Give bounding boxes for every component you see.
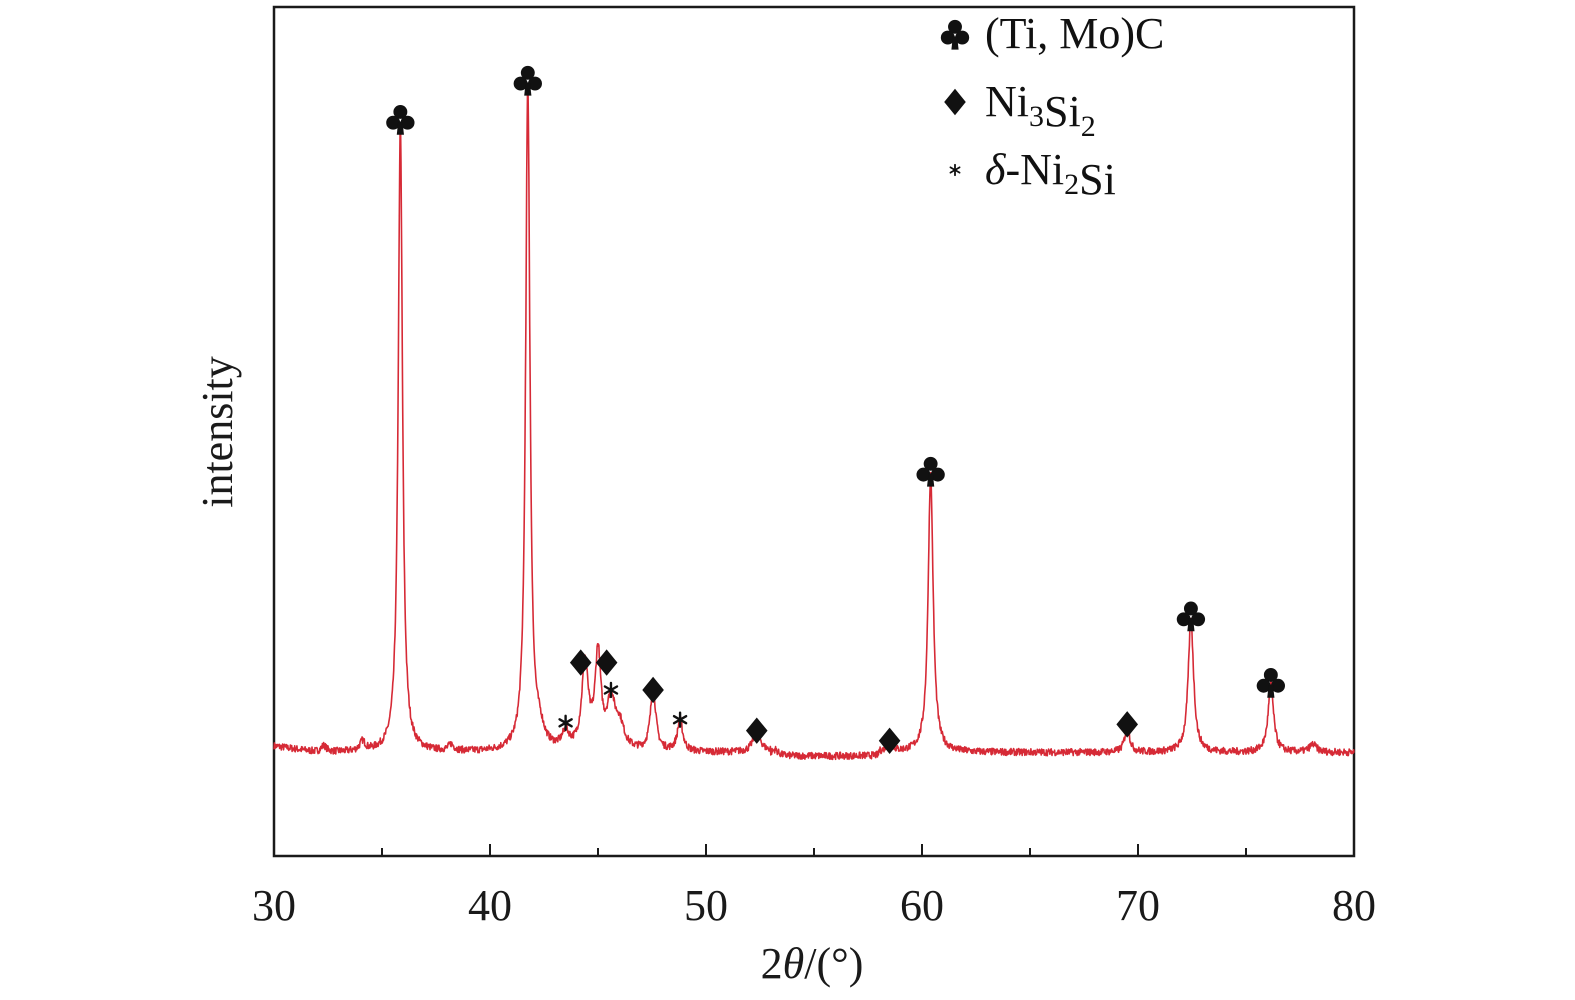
x-tick-label: 50 xyxy=(684,881,728,930)
legend-entry: Ni3Si2 xyxy=(985,77,1096,143)
legend-entry: δ-Ni2Si xyxy=(985,145,1116,204)
x-tick-label: 70 xyxy=(1116,881,1160,930)
x-axis-label: 2θ/(°) xyxy=(761,939,864,988)
x-tick-label: 80 xyxy=(1332,881,1376,930)
diamond-legend-icon xyxy=(944,88,966,116)
diamond-marker-icon xyxy=(1116,711,1138,738)
y-axis-label: intensity xyxy=(193,356,242,508)
diamond-marker-icon xyxy=(745,717,768,744)
x-axis-tick-labels: 30 40 50 60 70 80 xyxy=(252,881,1376,930)
x-tick-label: 40 xyxy=(468,881,512,930)
asterisk-legend-icon xyxy=(949,163,961,177)
diamond-marker-icon xyxy=(569,649,592,676)
diamond-marker-icon xyxy=(642,676,664,704)
x-tick-label: 60 xyxy=(900,881,944,930)
club-marker-icon xyxy=(916,456,945,487)
plot-frame xyxy=(272,5,1356,858)
club-marker-icon xyxy=(386,104,415,135)
legend-entry: (Ti, Mo)C xyxy=(985,9,1164,58)
club-marker-icon xyxy=(513,65,542,96)
xrd-pattern-line xyxy=(273,82,1355,761)
asterisk-marker-icon xyxy=(672,711,688,728)
club-marker-icon xyxy=(1176,601,1206,632)
club-legend-icon xyxy=(940,19,970,50)
x-axis-ticks xyxy=(381,844,1247,856)
asterisk-marker-icon xyxy=(558,714,573,732)
club-marker-icon xyxy=(1256,667,1285,698)
x-tick-label: 30 xyxy=(252,881,296,930)
asterisk-marker-icon xyxy=(603,681,619,699)
